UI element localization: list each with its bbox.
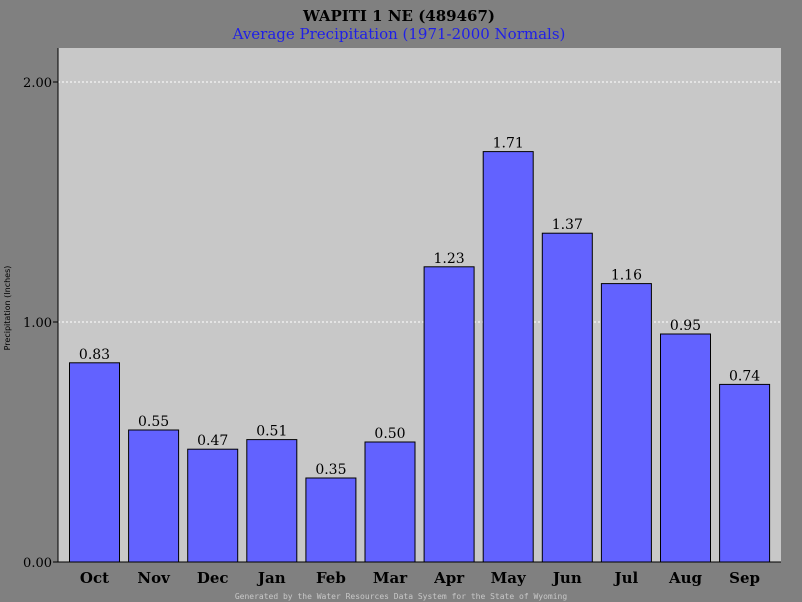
gridlines — [58, 81, 781, 323]
y-axis: 0.00 1.00 2.00 — [23, 76, 58, 571]
bar — [69, 362, 120, 563]
data-label: 0.35 — [315, 462, 346, 478]
x-tick-label: Jan — [256, 569, 286, 587]
x-tick-label: Dec — [197, 569, 229, 587]
data-label: 0.74 — [729, 368, 760, 384]
bar — [719, 383, 771, 563]
chart-title: WAPITI 1 NE (489467) — [302, 7, 495, 25]
bar — [660, 333, 711, 563]
y-axis-label: Precipitation (Inches) — [3, 266, 12, 351]
data-label: 1.23 — [434, 251, 465, 267]
data-label: 1.71 — [493, 136, 524, 152]
data-label: 1.37 — [552, 217, 583, 233]
footer-credit: Generated by the Water Resources Data Sy… — [235, 592, 568, 601]
bar — [600, 283, 652, 563]
bar — [364, 441, 416, 563]
x-tick-label: May — [491, 569, 527, 587]
x-tick-label: Oct — [80, 569, 109, 587]
y-tick-label: 0.00 — [23, 556, 52, 571]
bar — [305, 477, 357, 563]
x-tick-label: Jun — [551, 569, 582, 587]
data-label: 0.55 — [138, 414, 169, 430]
data-labels: 0.83 0.55 0.47 0.51 0.35 0.50 1.23 1.71 1.37 1.16… — [79, 136, 760, 478]
x-tick-label: Sep — [729, 569, 760, 587]
data-label: 0.47 — [197, 433, 228, 449]
x-tick-label: Mar — [373, 569, 408, 587]
y-tick-label: 2.00 — [23, 76, 52, 91]
bar — [423, 266, 475, 563]
x-tick-label: Apr — [433, 569, 465, 587]
data-label: 0.51 — [256, 424, 287, 440]
x-axis: Oct Nov Dec Jan Feb Mar Apr May Jun Jul Aug Sep — [80, 569, 760, 587]
bars — [69, 151, 771, 563]
chart-subtitle: Average Precipitation (1971-2000 Normals… — [232, 25, 566, 43]
data-label: 1.16 — [611, 268, 642, 284]
bar — [541, 232, 593, 563]
y-tick-label: 1.00 — [23, 316, 52, 331]
bar — [128, 429, 180, 563]
data-label: 0.95 — [670, 318, 701, 334]
bar — [246, 439, 298, 563]
x-tick-label: Aug — [668, 569, 703, 587]
x-tick-label: Nov — [137, 569, 171, 587]
x-tick-label: Jul — [613, 569, 639, 587]
bar — [482, 151, 534, 563]
x-tick-label: Feb — [316, 569, 346, 587]
data-label: 0.83 — [79, 347, 110, 363]
bar — [187, 448, 239, 563]
data-label: 0.50 — [374, 426, 405, 442]
